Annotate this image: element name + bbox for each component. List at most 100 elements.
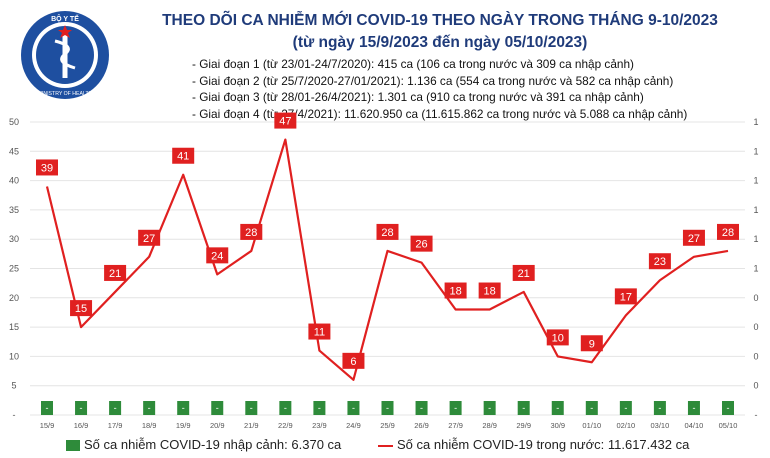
y-tick-left: 45 xyxy=(9,146,19,156)
data-label-box xyxy=(682,229,705,246)
y-tick-left: 15 xyxy=(9,322,19,332)
domestic-series-line xyxy=(45,138,729,381)
y-tick-right: 1 xyxy=(753,234,758,244)
data-label: 41 xyxy=(177,151,189,163)
data-label-box xyxy=(478,282,501,299)
data-label: 28 xyxy=(245,227,257,239)
data-label: 18 xyxy=(484,286,496,298)
data-label: 26 xyxy=(415,239,427,251)
x-tick-label: 21/9 xyxy=(244,421,259,430)
data-label-box xyxy=(240,223,263,240)
imported-bar xyxy=(449,401,462,415)
y-tick-left: 10 xyxy=(9,351,19,361)
phase-2-text: - Giai đoạn 2 (từ 25/7/2020-27/01/2021):… xyxy=(192,73,674,88)
data-label-box xyxy=(614,288,637,305)
data-label: 15 xyxy=(75,303,87,315)
y-tick-right: 0 xyxy=(753,293,758,303)
imported-bar-label: - xyxy=(658,403,661,413)
legend: Số ca nhiễm COVID-19 nhập cảnh: 6.370 ca… xyxy=(0,437,770,455)
data-label: 18 xyxy=(449,286,461,298)
x-tick-label: 18/9 xyxy=(142,421,157,430)
data-label-box xyxy=(410,235,433,252)
y-tick-left: 50 xyxy=(9,117,19,127)
x-tick-label: 27/9 xyxy=(448,421,463,430)
imported-bar-label: - xyxy=(420,403,423,413)
y-tick-right: 0 xyxy=(753,322,758,332)
y-tick-left: 5 xyxy=(11,381,16,391)
imported-bar-label: - xyxy=(250,403,253,413)
imported-bar-label: - xyxy=(182,403,185,413)
y-tick-left: 40 xyxy=(9,176,19,186)
data-label: 28 xyxy=(381,227,393,239)
phase-4-text: - Giai đoạn 4 (từ 27/4/2021): 11.620.950… xyxy=(192,106,688,121)
x-tick-label: 29/9 xyxy=(516,421,531,430)
data-label: 6 xyxy=(350,356,356,368)
imported-bar xyxy=(109,401,122,415)
x-tick-label: 04/10 xyxy=(685,421,704,430)
x-tick-label: 02/10 xyxy=(616,421,635,430)
data-label-box xyxy=(36,159,58,176)
x-tick-label: 25/9 xyxy=(380,421,395,430)
ministry-of-health-logo: BỘ Y TẾ MINISTRY OF HEALTH xyxy=(21,11,109,99)
data-label: 23 xyxy=(654,256,666,268)
imported-bar-label: - xyxy=(692,403,695,413)
y-tick-right: 0 xyxy=(753,351,758,361)
x-tick-label: 22/9 xyxy=(278,421,293,430)
imported-bar-label: - xyxy=(522,403,525,413)
imported-bar xyxy=(279,401,292,415)
x-tick-label: 28/9 xyxy=(482,421,497,430)
chart-title: THEO DÕI CA NHIỄM MỚI COVID-19 THEO NGÀY… xyxy=(162,12,718,29)
data-label-box xyxy=(172,147,195,164)
imported-bar xyxy=(245,401,258,415)
legend-domestic-label: Số ca nhiễm COVID-19 trong nước: 11.617.… xyxy=(397,437,690,452)
data-label-box xyxy=(274,112,297,129)
phase-summary: - Giai đoạn 1 (từ 23/01-24/7/2020): 415 … xyxy=(192,56,687,122)
imported-bar xyxy=(143,401,156,415)
imported-bar xyxy=(415,401,428,415)
data-label: 11 xyxy=(314,327,325,339)
phase-3-text: - Giai đoạn 3 (từ 28/01-26/4/2021): 1.30… xyxy=(192,90,644,104)
imported-bar-label: - xyxy=(318,403,321,413)
data-label: 21 xyxy=(109,268,121,280)
data-label-box xyxy=(138,229,161,246)
imported-bar-label: - xyxy=(352,403,355,413)
x-tick-label: 23/9 xyxy=(312,421,327,430)
data-label-box xyxy=(70,300,93,317)
imported-bar xyxy=(585,401,598,415)
data-label-box xyxy=(512,264,535,281)
imported-bar-label: - xyxy=(148,403,151,413)
data-label: 21 xyxy=(518,268,530,280)
data-label-box xyxy=(376,223,399,240)
data-label-box xyxy=(104,264,127,281)
data-label: 24 xyxy=(211,250,223,262)
imported-bar-label: - xyxy=(556,403,559,413)
data-label: 27 xyxy=(688,233,700,245)
x-tick-label: 16/9 xyxy=(74,421,89,430)
imported-bar-label: - xyxy=(454,403,457,413)
legend-imported-swatch xyxy=(66,440,80,451)
x-tick-label: 24/9 xyxy=(346,421,361,430)
imported-bar-label: - xyxy=(114,403,117,413)
imported-bar-label: - xyxy=(386,403,389,413)
x-tick-label: 20/9 xyxy=(210,421,225,430)
data-label: 27 xyxy=(143,233,155,245)
imported-bar-label: - xyxy=(624,403,627,413)
data-label-box xyxy=(648,253,671,270)
svg-text:MINISTRY OF HEALTH: MINISTRY OF HEALTH xyxy=(38,91,93,97)
data-label: 17 xyxy=(620,291,632,303)
imported-bar-label: - xyxy=(284,403,287,413)
imported-bar-label: - xyxy=(488,403,491,413)
imported-bar-label: - xyxy=(590,403,593,413)
imported-bar xyxy=(687,401,700,415)
data-label-box xyxy=(308,323,331,340)
y-tick-left: - xyxy=(13,410,16,420)
y-tick-left: 35 xyxy=(9,205,19,215)
x-tick-label: 30/9 xyxy=(550,421,565,430)
x-tick-label: 19/9 xyxy=(176,421,191,430)
imported-bar-label: - xyxy=(80,403,83,413)
imported-bar xyxy=(41,401,53,415)
x-tick-label: 17/9 xyxy=(108,421,123,430)
y-tick-left: 20 xyxy=(9,293,19,303)
imported-bar xyxy=(313,401,326,415)
